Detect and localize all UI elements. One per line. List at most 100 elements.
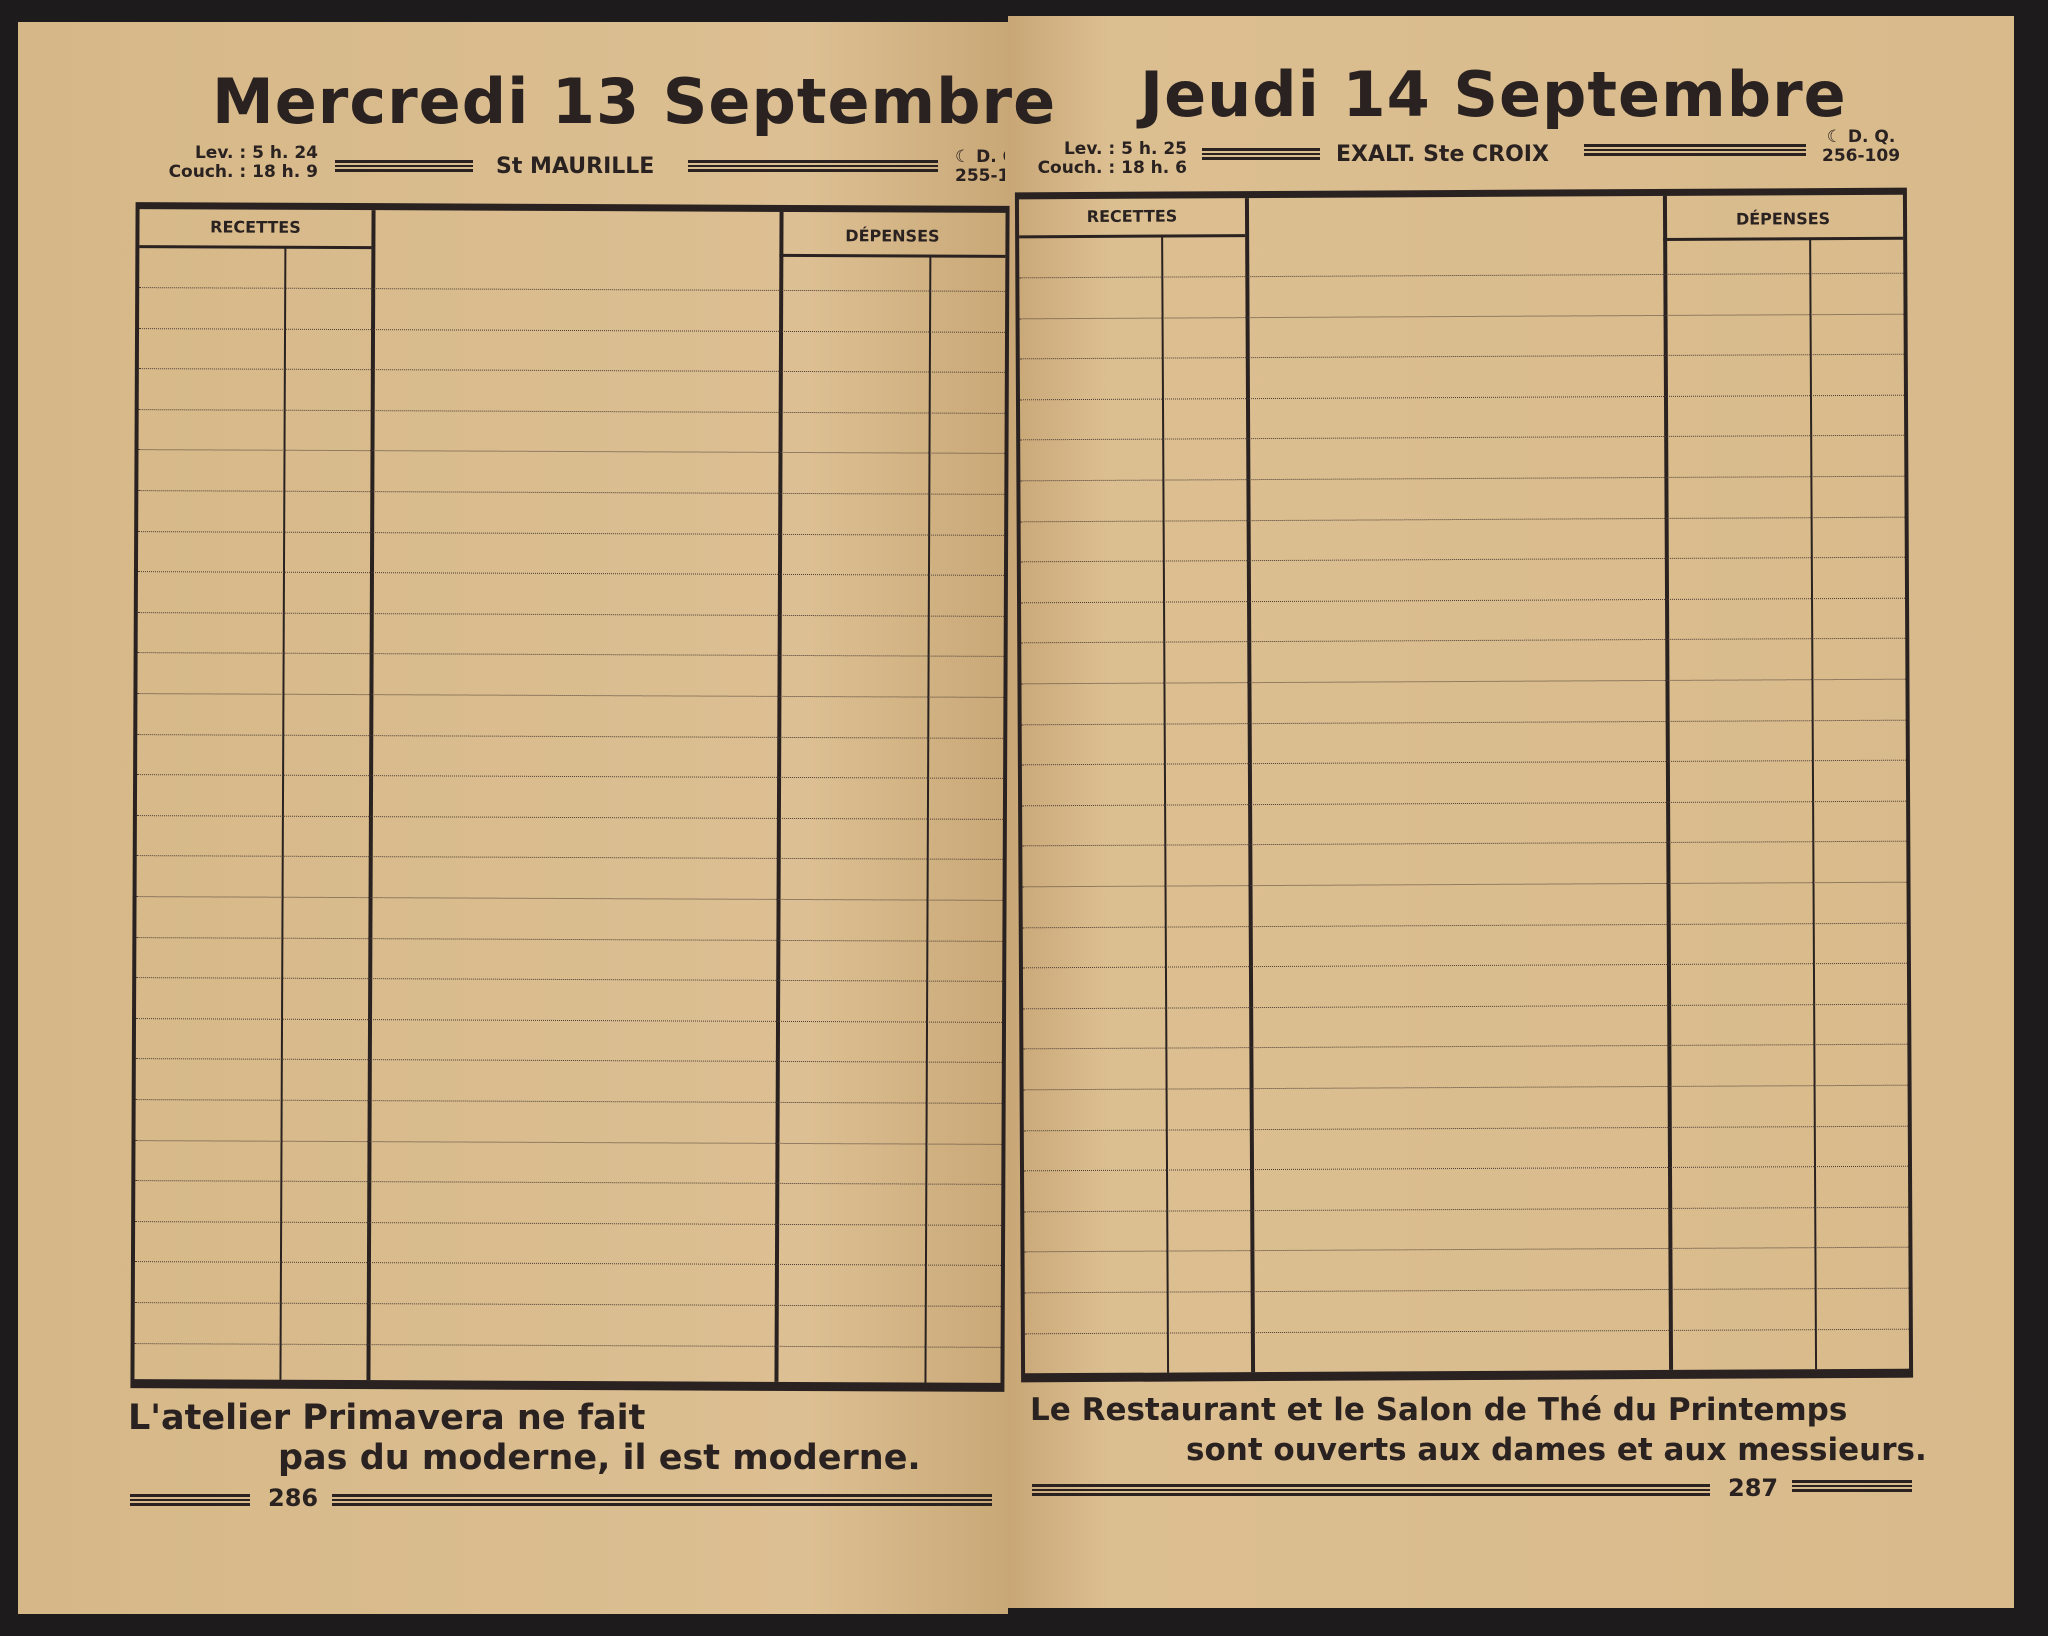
ornament-rule bbox=[1202, 148, 1320, 160]
ruled-line bbox=[135, 1180, 1002, 1186]
day-title: Mercredi 13 Septembre bbox=[212, 65, 1057, 138]
ruled-line bbox=[1022, 881, 1907, 888]
day-title: Jeudi 14 Septembre bbox=[1140, 58, 1847, 131]
ornament-rule bbox=[332, 1494, 992, 1506]
receipts-header: RECETTES bbox=[1086, 206, 1178, 226]
saint-of-day: EXALT. Ste CROIX bbox=[1336, 142, 1549, 167]
ruled-line bbox=[137, 733, 1004, 739]
ruled-line bbox=[138, 530, 1005, 536]
saint-of-day: St MAURILLE bbox=[496, 154, 655, 179]
ruled-line bbox=[1020, 556, 1905, 563]
ruled-line bbox=[1019, 272, 1904, 279]
column-divider bbox=[1244, 198, 1256, 1373]
sun-times: Lev. : 5 h. 25 Couch. : 18 h. 6 bbox=[1022, 140, 1187, 178]
left-page bbox=[18, 22, 1008, 1614]
sunset: Couch. : 18 h. 9 bbox=[168, 162, 318, 182]
sunset: Couch. : 18 h. 6 bbox=[1037, 158, 1187, 178]
advert-line-2: pas du moderne, il est moderne. bbox=[278, 1438, 921, 1478]
sun-times: Lev. : 5 h. 24 Couch. : 18 h. 9 bbox=[140, 144, 318, 182]
ruled-line bbox=[137, 774, 1004, 780]
ruled-line bbox=[1024, 1247, 1909, 1253]
column-divider bbox=[1662, 195, 1674, 1370]
ruled-line bbox=[1021, 759, 1906, 766]
receipts-header: RECETTES bbox=[210, 217, 301, 237]
ruled-line bbox=[1023, 1044, 1908, 1050]
ornament-rule bbox=[1032, 1484, 1710, 1496]
sunrise: Lev. : 5 h. 25 bbox=[1063, 139, 1187, 159]
ruled-line bbox=[134, 1261, 1001, 1267]
day-numbers: 255-110 bbox=[955, 166, 1005, 186]
ruled-line bbox=[1021, 678, 1906, 685]
ruled-line bbox=[139, 287, 1006, 292]
ruled-line bbox=[136, 896, 1003, 901]
ornament-rule bbox=[335, 160, 473, 172]
ruled-line bbox=[135, 1058, 1002, 1064]
ruled-line bbox=[139, 327, 1006, 333]
expenses-header: DÉPENSES bbox=[845, 226, 940, 246]
ruled-line bbox=[1021, 638, 1906, 644]
moon-phase: ☾ D. Q. 256-109 bbox=[1822, 128, 1900, 166]
ruled-line bbox=[1023, 1003, 1908, 1010]
ruled-line bbox=[135, 1220, 1002, 1226]
moon-label: ☾ D. Q. bbox=[1826, 127, 1896, 147]
column-divider bbox=[366, 210, 376, 1381]
ruled-line bbox=[1022, 841, 1907, 847]
advert-line-1: Le Restaurant et le Salon de Thé du Prin… bbox=[1030, 1392, 1848, 1428]
column-divider bbox=[774, 211, 784, 1382]
ruled-line bbox=[136, 814, 1003, 820]
expenses-header: DÉPENSES bbox=[1735, 209, 1831, 229]
ruled-line bbox=[136, 977, 1003, 983]
ruled-line bbox=[1024, 1206, 1909, 1213]
ruled-line bbox=[137, 611, 1004, 617]
accounts-table: RECETTES DÉPENSES bbox=[1014, 187, 1914, 1383]
amount-subdivider bbox=[924, 256, 932, 1383]
ruled-line bbox=[1019, 394, 1904, 401]
advert-line-1: L'atelier Primavera ne fait bbox=[128, 1398, 646, 1438]
ruled-line bbox=[1021, 719, 1906, 725]
ruled-line bbox=[1019, 313, 1904, 319]
ruled-line bbox=[1020, 516, 1905, 522]
ruled-line bbox=[1023, 1084, 1908, 1091]
page-number: 286 bbox=[268, 1484, 319, 1512]
day-numbers: 256-109 bbox=[1822, 146, 1901, 166]
ruled-line bbox=[1022, 962, 1907, 969]
ruled-line bbox=[134, 1302, 1001, 1307]
page-number: 287 bbox=[1728, 1474, 1779, 1502]
header-rule bbox=[1663, 236, 1904, 241]
ruled-line bbox=[1024, 1328, 1909, 1334]
ruled-line bbox=[1022, 800, 1907, 807]
ruled-line bbox=[137, 571, 1004, 577]
accounts-table: RECETTES DÉPENSES bbox=[130, 202, 1010, 1392]
ruled-line bbox=[138, 449, 1005, 455]
ruled-line bbox=[137, 693, 1004, 698]
header-rule bbox=[139, 245, 372, 250]
ruled-line bbox=[1022, 922, 1907, 928]
ruled-line bbox=[135, 1139, 1002, 1145]
ruled-line bbox=[135, 1099, 1002, 1104]
ornament-rule bbox=[130, 1494, 250, 1506]
ruled-line bbox=[136, 1017, 1003, 1023]
ruled-line bbox=[136, 936, 1003, 942]
header-rule bbox=[779, 253, 1006, 258]
ornament-rule bbox=[1792, 1480, 1912, 1492]
ruled-line bbox=[1021, 597, 1906, 604]
ruled-line bbox=[1020, 475, 1905, 482]
amount-subdivider bbox=[1809, 239, 1818, 1370]
ruled-line bbox=[1023, 1125, 1908, 1131]
moon-label: ☾ D. Q. bbox=[955, 148, 1005, 167]
advert-line-2: sont ouverts aux dames et aux messieurs. bbox=[1186, 1432, 1927, 1468]
moon-phase: ☾ D. Q. 255-110 bbox=[955, 148, 1005, 186]
ruled-line bbox=[1020, 435, 1905, 441]
ruled-line bbox=[134, 1342, 1001, 1348]
ruled-line bbox=[138, 368, 1005, 374]
right-page bbox=[1008, 16, 2014, 1608]
ruled-line bbox=[136, 855, 1003, 861]
ornament-rule bbox=[688, 160, 938, 172]
amount-subdivider bbox=[279, 247, 287, 1380]
ruled-line bbox=[1024, 1165, 1909, 1172]
ruled-line bbox=[138, 490, 1005, 495]
ruled-line bbox=[1024, 1287, 1909, 1294]
header-rule bbox=[1019, 234, 1246, 239]
ruled-line bbox=[138, 408, 1005, 414]
sunrise: Lev. : 5 h. 24 bbox=[194, 143, 318, 163]
